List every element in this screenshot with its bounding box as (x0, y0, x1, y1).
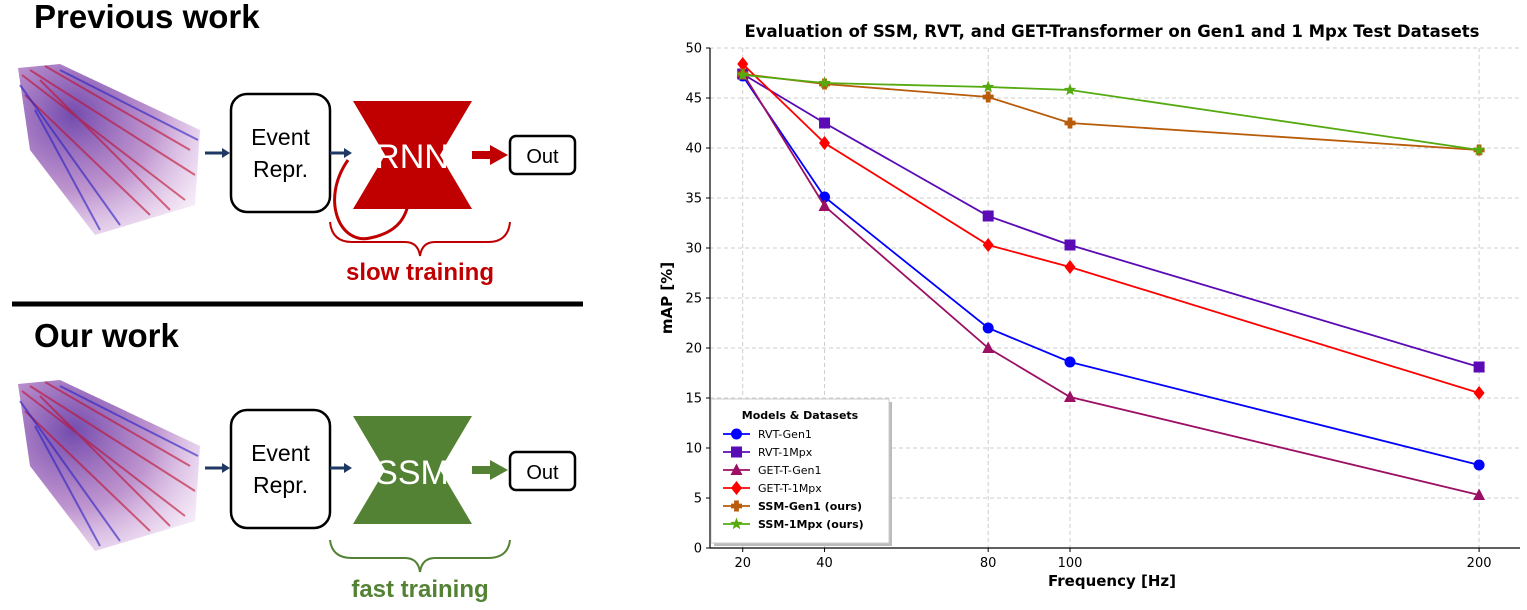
event-repr-line1-previous: Event (251, 124, 310, 150)
out-label-previous: Out (526, 146, 559, 168)
event-repr-box-previous (229, 92, 332, 214)
map-vs-frequency-chart: 0 5 10 15 20 25 30 35 40 45 50 20 40 80 100 200 Evaluat… (640, 0, 1527, 610)
fast-training-brace (329, 539, 511, 573)
chart-svg: 0 5 10 15 20 25 30 35 40 45 50 20 40 80 100 200 Evaluat… (658, 22, 1520, 590)
y-tick-label: 45 (685, 92, 702, 107)
data-point-rvt-1mpx (1064, 239, 1076, 251)
out-label-ours: Out (526, 462, 559, 484)
arrow-ssm-to-out (472, 460, 508, 480)
event-cloud-ours (18, 380, 200, 551)
x-tick-label: 40 (816, 556, 833, 571)
our-work-title: Our work (34, 317, 180, 354)
y-tick-label: 35 (685, 192, 702, 207)
legend-label-rvt-gen1: RVT-Gen1 (758, 428, 812, 441)
data-point-ssm-1mpx-ours (1472, 143, 1486, 156)
rnn-label: RNN (375, 138, 449, 176)
x-axis-label: Frequency [Hz] (1048, 572, 1176, 590)
x-tick-label: 20 (734, 556, 751, 571)
x-tick-label: 100 (1058, 556, 1083, 571)
data-point-rvt-1mpx (982, 210, 994, 222)
y-axis-label: mAP [%] (658, 262, 676, 334)
fast-training-label: fast training (351, 576, 488, 603)
chart-title: Evaluation of SSM, RVT, and GET-Transfor… (745, 22, 1480, 41)
event-repr-line1-ours: Event (251, 440, 310, 466)
data-point-ssm-1mpx-ours (982, 80, 995, 93)
legend-marker-ssm-1mpx-ours (730, 517, 743, 530)
previous-work-title: Previous work (34, 0, 260, 35)
event-cloud-previous (18, 64, 200, 235)
arrow-cloud-to-repr-previous (205, 148, 230, 158)
event-repr-line2-previous: Repr. (253, 156, 308, 182)
legend-marker-ssm-gen1-ours (731, 500, 742, 512)
data-point-ssm-gen1-ours (1064, 117, 1076, 129)
data-point-get-t-gen1 (818, 199, 831, 211)
y-tick-label: 50 (685, 42, 702, 57)
legend-label-ssm-gen1-ours: SSM-Gen1 (ours) (758, 500, 862, 513)
data-point-get-t-gen1 (982, 341, 995, 353)
data-point-rvt-1mpx (1473, 361, 1485, 373)
legend-label-get-t-gen1: GET-T-Gen1 (758, 464, 822, 477)
legend-box (710, 398, 890, 544)
x-tick-label: 80 (980, 556, 997, 571)
y-tick-label: 15 (685, 392, 702, 407)
out-box-ours (508, 450, 577, 492)
diagram-svg: Previous work Event Repr. RNN Out slow (12, 0, 583, 603)
series-line-get-t-1mpx (742, 63, 1480, 394)
recurrent-loop-arrow (333, 159, 412, 241)
ssm-block (353, 416, 472, 524)
data-point-ssm-1mpx-ours (1063, 83, 1077, 96)
arrow-rnn-to-out (472, 145, 508, 165)
slow-training-label: slow training (346, 259, 494, 286)
data-point-ssm-1mpx-ours (736, 68, 749, 81)
y-tick-label: 20 (685, 342, 702, 357)
data-point-rvt-gen1 (1064, 356, 1076, 368)
legend-label-ssm-1mpx-ours: SSM-1Mpx (ours) (758, 518, 864, 531)
slow-training-brace (329, 221, 511, 257)
axes-layer: 0 5 10 15 20 25 30 35 40 45 50 20 40 80 100 200 (685, 42, 1520, 571)
event-repr-line2-ours: Repr. (253, 472, 308, 498)
data-point-rvt-gen1 (982, 322, 994, 334)
data-point-get-t-1mpx (737, 57, 749, 71)
data-point-get-t-1mpx (1064, 260, 1076, 274)
data-point-ssm-1mpx-ours (818, 76, 831, 89)
y-tick-label: 25 (685, 292, 702, 307)
data-point-ssm-gen1-ours (982, 91, 994, 103)
data-point-get-t-1mpx (1473, 386, 1485, 400)
out-box-previous (508, 134, 577, 176)
y-tick-label: 30 (685, 242, 702, 257)
data-point-get-t-gen1 (1473, 488, 1486, 500)
data-point-rvt-1mpx (819, 117, 831, 129)
legend-title: Models & Datasets (742, 409, 859, 422)
arrow-repr-to-ssm (330, 463, 352, 473)
legend: Models & Datasets RVT-Gen1 RVT-1Mpx GET-T-… (710, 398, 892, 546)
method-comparison-diagram: Previous work Event Repr. RNN Out slow (0, 0, 600, 610)
data-point-get-t-1mpx (819, 136, 831, 150)
x-tick-label: 200 (1467, 556, 1492, 571)
rnn-block (353, 101, 472, 209)
arrow-repr-to-rnn (330, 148, 352, 158)
legend-marker-rvt-gen1 (731, 428, 742, 440)
series-layer (736, 57, 1486, 500)
arrow-cloud-to-repr-ours (205, 463, 230, 473)
y-tick-label: 5 (694, 492, 702, 507)
legend-marker-get-t-1mpx (731, 481, 742, 495)
ssm-label: SSM (375, 454, 449, 492)
legend-marker-get-t-gen1 (730, 463, 743, 475)
y-tick-label: 40 (685, 142, 702, 157)
event-repr-box-ours (229, 408, 332, 530)
recurrent-loop-arrowhead (404, 184, 416, 196)
legend-label-rvt-1mpx: RVT-1Mpx (758, 446, 813, 459)
data-point-get-t-gen1 (1064, 390, 1076, 402)
y-tick-label: 0 (694, 542, 702, 557)
legend-label-get-t-1mpx: GET-T-1Mpx (758, 482, 822, 495)
data-point-rvt-gen1 (1473, 459, 1485, 471)
legend-marker-rvt-1mpx (731, 446, 742, 458)
data-point-rvt-gen1 (819, 191, 831, 203)
y-tick-label: 10 (685, 442, 702, 457)
data-point-get-t-1mpx (982, 238, 994, 252)
